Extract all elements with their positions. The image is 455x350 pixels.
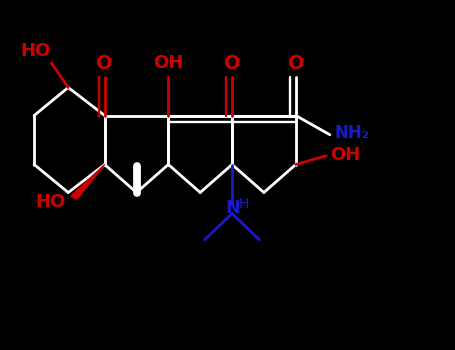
Text: HO: HO: [20, 42, 50, 60]
Text: O: O: [96, 54, 113, 73]
Text: HO: HO: [36, 193, 66, 211]
Text: O: O: [224, 54, 240, 73]
Text: H: H: [238, 197, 248, 211]
Polygon shape: [71, 164, 105, 200]
Text: OH: OH: [153, 54, 183, 72]
Text: N: N: [225, 199, 240, 217]
Text: NH₂: NH₂: [334, 124, 369, 142]
Text: O: O: [288, 54, 305, 73]
Text: OH: OH: [330, 146, 360, 164]
